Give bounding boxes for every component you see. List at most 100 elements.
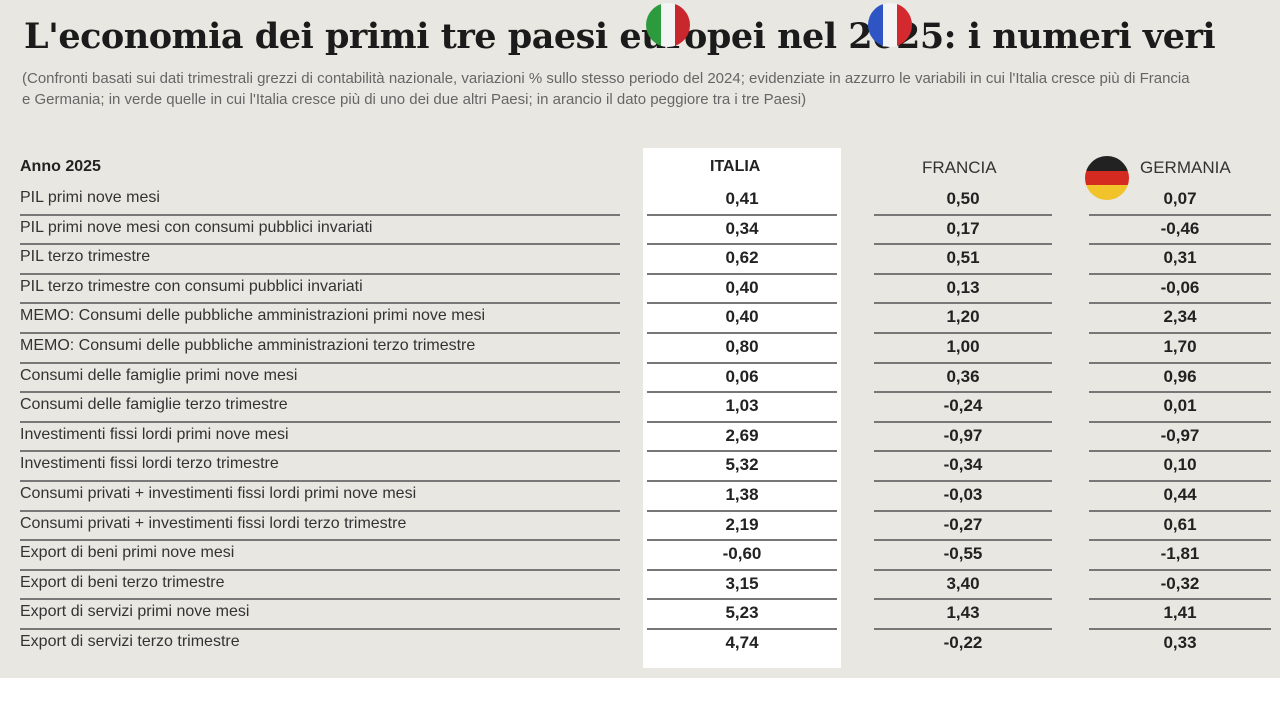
row-divider xyxy=(874,213,1052,216)
row-divider xyxy=(1089,243,1271,246)
row-divider xyxy=(20,272,620,275)
cell-italia: 5,32 xyxy=(725,455,759,475)
cell-germania: 1,70 xyxy=(1163,337,1197,356)
row-divider xyxy=(874,627,1052,630)
cell-francia: -0,34 xyxy=(943,455,983,475)
row-label: Consumi privati + investimenti fissi lor… xyxy=(20,485,417,502)
germany-flag-icon xyxy=(1085,156,1129,200)
table-row: MEMO: Consumi delle pubbliche amministra… xyxy=(0,304,1280,334)
table-row: PIL terzo trimestre 0,62 0,51 0,31 xyxy=(0,245,1280,275)
column-header-germania: GERMANIA xyxy=(1140,158,1231,177)
cell-italia: 0,40 xyxy=(725,307,759,327)
table-row: Export di beni primi nove mesi -0,60 -0,55… xyxy=(0,541,1280,571)
cell-germania: -0,32 xyxy=(1160,573,1200,593)
row-divider xyxy=(20,302,620,305)
cell-italia: 0,40 xyxy=(725,277,759,297)
cell-italia: -0,60 xyxy=(722,544,762,564)
row-divider xyxy=(20,627,620,630)
cell-germania: 0,44 xyxy=(1163,485,1197,504)
row-divider xyxy=(20,331,620,334)
cell-italia: 0,06 xyxy=(725,366,759,386)
cell-italia: 2,69 xyxy=(725,425,759,445)
row-divider xyxy=(1089,272,1271,275)
row-divider xyxy=(20,509,620,512)
row-divider xyxy=(874,331,1052,334)
row-divider xyxy=(874,479,1052,482)
row-label: Export di beni primi nove mesi xyxy=(20,544,235,562)
row-divider xyxy=(874,302,1052,305)
row-divider xyxy=(874,450,1052,453)
row-divider xyxy=(20,213,620,216)
row-divider xyxy=(20,243,620,246)
row-divider xyxy=(874,598,1052,601)
italy-flag-icon xyxy=(646,3,690,47)
cell-italia: 3,15 xyxy=(725,573,759,593)
cell-germania: -1,81 xyxy=(1160,544,1200,564)
row-divider xyxy=(647,509,837,512)
row-divider xyxy=(1089,213,1271,216)
cell-germania: 0,07 xyxy=(1163,189,1197,208)
row-divider xyxy=(20,361,620,364)
cell-italia: 4,74 xyxy=(725,633,759,652)
row-divider xyxy=(1089,420,1271,423)
row-divider xyxy=(647,598,837,601)
table-row: Consumi delle famiglie primi nove mesi 0,… xyxy=(0,364,1280,394)
cell-francia: -0,97 xyxy=(943,425,983,445)
cell-francia: 0,13 xyxy=(946,277,980,297)
row-divider xyxy=(647,213,837,216)
table-row: Investimenti fissi lordi primi nove mesi… xyxy=(0,423,1280,453)
row-divider xyxy=(647,243,837,246)
row-label: PIL terzo trimestre con consumi pubblici… xyxy=(20,277,363,295)
table-row: Consumi privati + investimenti fissi lor… xyxy=(0,512,1280,542)
cell-francia: -0,24 xyxy=(943,396,983,416)
column-header-italia: ITALIA xyxy=(710,158,761,175)
cell-francia: 1,43 xyxy=(946,603,980,623)
row-divider xyxy=(20,420,620,423)
row-divider xyxy=(874,568,1052,571)
cell-germania: 1,41 xyxy=(1163,603,1197,623)
row-label: Investimenti fissi lordi terzo trimestre xyxy=(20,455,279,473)
cell-germania: 0,01 xyxy=(1163,396,1197,416)
row-divider xyxy=(1089,598,1271,601)
row-label: PIL terzo trimestre xyxy=(20,248,151,266)
row-divider xyxy=(874,509,1052,512)
row-label: Export di servizi primi nove mesi xyxy=(20,603,250,621)
row-divider xyxy=(1089,539,1271,542)
table-header-year: Anno 2025 xyxy=(20,158,101,175)
row-divider xyxy=(647,539,837,542)
row-divider xyxy=(1089,479,1271,482)
row-label: Export di beni terzo trimestre xyxy=(20,573,225,591)
cell-italia: 1,03 xyxy=(725,396,759,416)
cell-francia: 3,40 xyxy=(946,573,980,593)
cell-italia: 0,80 xyxy=(725,337,759,356)
row-divider xyxy=(1089,361,1271,364)
cell-italia: 1,38 xyxy=(725,485,759,504)
cell-germania: 0,10 xyxy=(1163,455,1197,475)
row-divider xyxy=(874,361,1052,364)
cell-germania: -0,06 xyxy=(1160,277,1200,297)
row-label: MEMO: Consumi delle pubbliche amministra… xyxy=(20,307,486,325)
cell-francia: 0,17 xyxy=(946,218,980,238)
row-divider xyxy=(647,568,837,571)
cell-germania: 0,31 xyxy=(1163,248,1197,268)
row-divider xyxy=(647,331,837,334)
row-divider xyxy=(20,568,620,571)
row-divider xyxy=(20,479,620,482)
row-divider xyxy=(20,539,620,542)
cell-germania: 2,34 xyxy=(1163,307,1197,327)
table-row: PIL primi nove mesi 0,41 0,50 0,07 xyxy=(0,186,1280,216)
row-label: MEMO: Consumi delle pubbliche amministra… xyxy=(20,337,476,354)
cell-italia: 0,62 xyxy=(725,248,759,268)
table-row: MEMO: Consumi delle pubbliche amministra… xyxy=(0,334,1280,364)
table-row: Export di beni terzo trimestre 3,15 3,40 -0… xyxy=(0,571,1280,601)
italia-column-highlight xyxy=(643,148,841,668)
row-divider xyxy=(874,243,1052,246)
row-label: Consumi privati + investimenti fissi lor… xyxy=(20,514,407,532)
row-divider xyxy=(1089,509,1271,512)
row-divider xyxy=(1089,391,1271,394)
cell-francia: 1,00 xyxy=(946,337,980,356)
row-divider xyxy=(20,391,620,394)
cell-germania: -0,46 xyxy=(1160,218,1200,238)
row-divider xyxy=(874,272,1052,275)
cell-germania: 0,33 xyxy=(1163,633,1197,652)
